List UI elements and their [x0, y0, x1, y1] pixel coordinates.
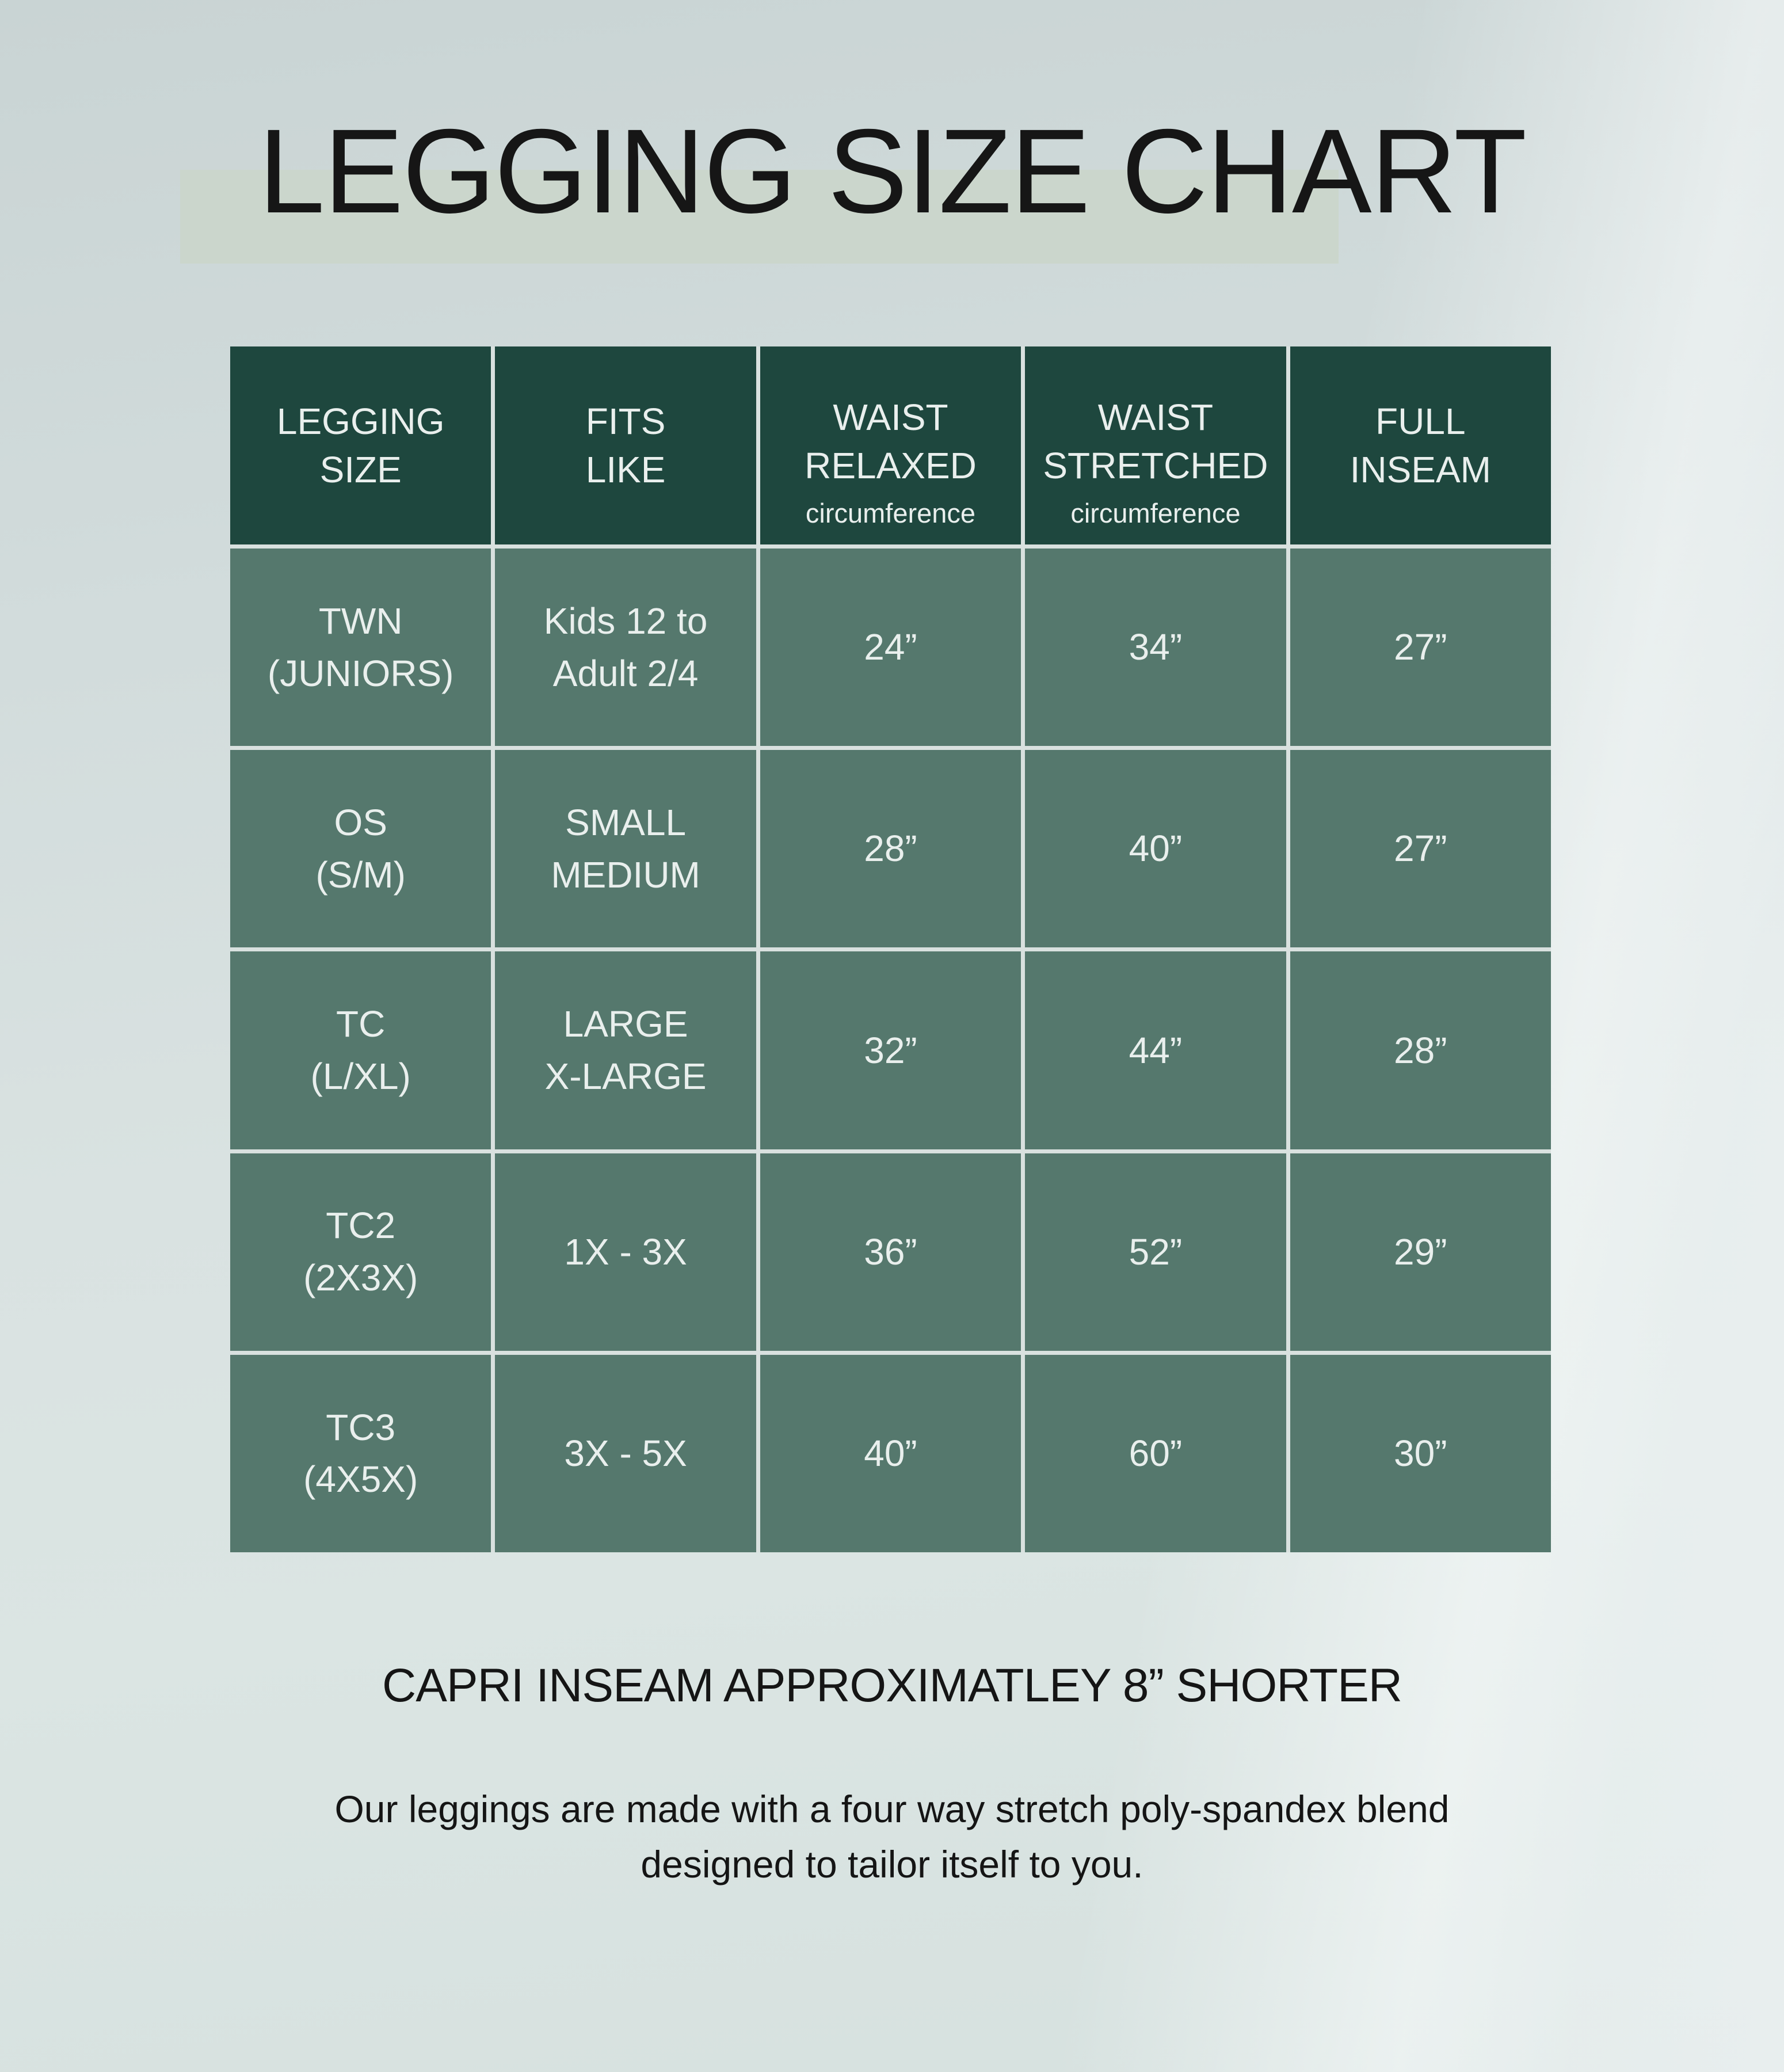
cell-waist-relaxed-tc2: 36” [760, 1153, 1021, 1351]
cell-fits-os: SMALL MEDIUM [495, 750, 756, 948]
cell-waist-relaxed-tc: 32” [760, 951, 1021, 1149]
cell-waist-stretched-os: 40” [1025, 750, 1286, 948]
header-text: WAIST STRETCHED circumference [1043, 396, 1268, 528]
fabric-description: Our leggings are made with a four way st… [0, 1782, 1784, 1892]
cell-waist-relaxed-twn: 24” [760, 549, 1021, 746]
header-text: FITS LIKE [585, 400, 666, 490]
cell-inseam-twn: 27” [1290, 549, 1551, 746]
page-title: LEGGING SIZE CHART [258, 105, 1527, 238]
header-cell-waist-relaxed: WAIST RELAXED circumference [760, 346, 1021, 544]
cell-waist-relaxed-os: 28” [760, 750, 1021, 948]
cell-fits-tc3: 3X - 5X [495, 1354, 756, 1552]
cell-size-os: OS (S/M) [230, 750, 491, 948]
fabric-description-line1: Our leggings are made with a four way st… [334, 1788, 1450, 1830]
cell-inseam-tc3: 30” [1290, 1354, 1551, 1552]
cell-waist-stretched-twn: 34” [1025, 549, 1286, 746]
cell-waist-stretched-tc: 44” [1025, 951, 1286, 1149]
cell-size-tc3: TC3 (4X5X) [230, 1354, 491, 1552]
header-text: FULL INSEAM [1350, 400, 1491, 490]
header-cell-full-inseam: FULL INSEAM [1290, 346, 1551, 544]
cell-waist-stretched-tc2: 52” [1025, 1153, 1286, 1351]
header-cell-fits-like: FITS LIKE [495, 346, 756, 544]
cell-inseam-tc2: 29” [1290, 1153, 1551, 1351]
cell-fits-tc2: 1X - 3X [495, 1153, 756, 1351]
cell-waist-stretched-tc3: 60” [1025, 1354, 1286, 1552]
header-cell-legging-size: LEGGING SIZE [230, 346, 491, 544]
cell-waist-relaxed-tc3: 40” [760, 1354, 1021, 1552]
cell-size-twn: TWN (JUNIORS) [230, 549, 491, 746]
header-cell-waist-stretched: WAIST STRETCHED circumference [1025, 346, 1286, 544]
header-text: LEGGING SIZE [276, 400, 445, 490]
cell-inseam-os: 27” [1290, 750, 1551, 948]
cell-inseam-tc: 28” [1290, 951, 1551, 1149]
size-chart-table: LEGGING SIZE FITS LIKE WAIST RELAXED cir… [230, 346, 1551, 1552]
cell-size-tc: TC (L/XL) [230, 951, 491, 1149]
header-text: WAIST RELAXED circumference [805, 396, 977, 528]
cell-size-tc2: TC2 (2X3X) [230, 1153, 491, 1351]
title-highlight-band [180, 170, 1339, 264]
cell-fits-twn: Kids 12 to Adult 2/4 [495, 549, 756, 746]
fabric-description-line2: designed to tailor itself to you. [641, 1842, 1143, 1886]
capri-inseam-note: CAPRI INSEAM APPROXIMATLEY 8” SHORTER [382, 1659, 1402, 1712]
cell-fits-tc: LARGE X-LARGE [495, 951, 756, 1149]
